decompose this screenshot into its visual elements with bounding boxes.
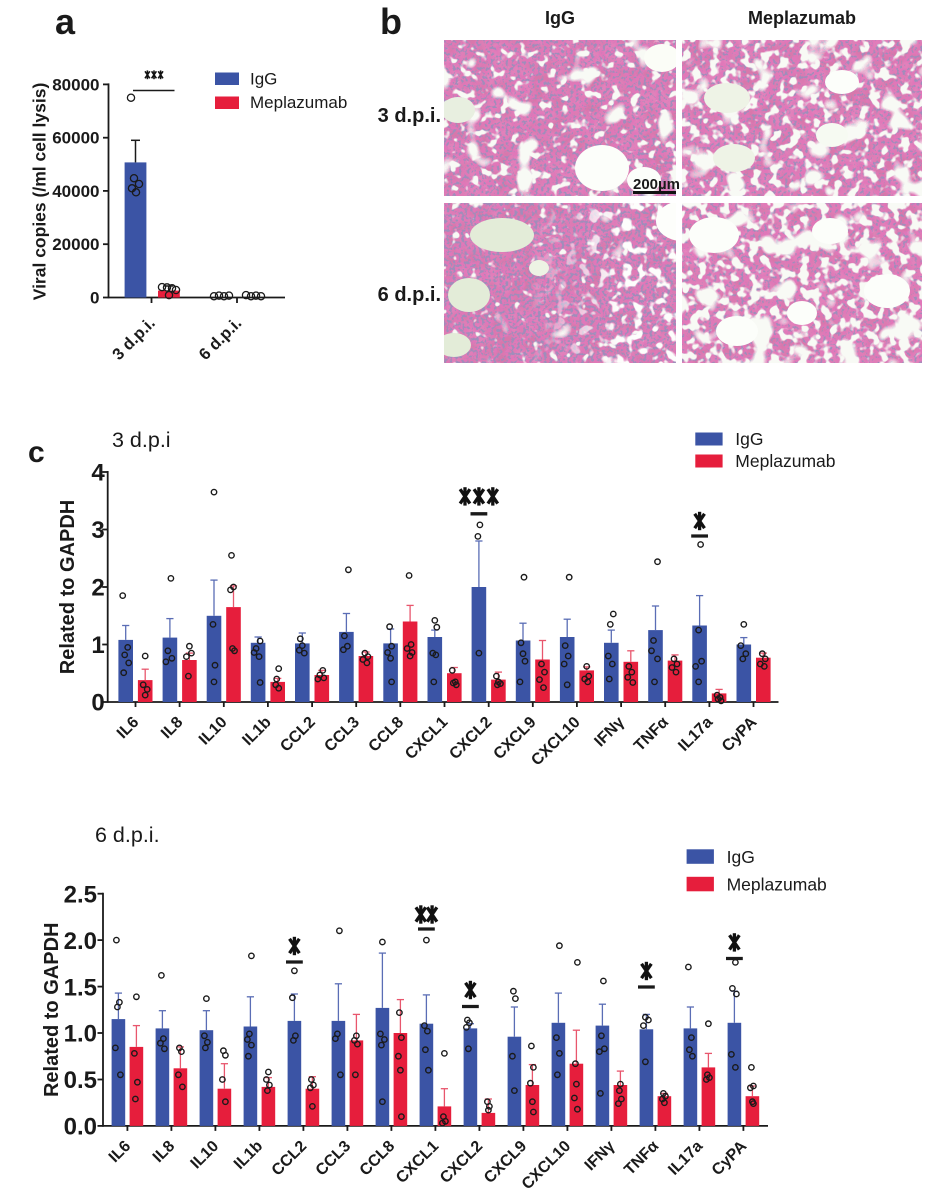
svg-text:6 d.p.i.: 6 d.p.i.	[95, 823, 160, 847]
svg-text:2.5: 2.5	[64, 881, 97, 908]
svg-text:0.5: 0.5	[64, 1067, 97, 1094]
svg-text:Viral copies (/ml cell lysis): Viral copies (/ml cell lysis)	[30, 83, 50, 301]
svg-text:0.0: 0.0	[64, 1114, 97, 1141]
svg-text:Meplazumab: Meplazumab	[735, 451, 835, 471]
svg-text:20000: 20000	[52, 235, 99, 254]
svg-text:3: 3	[91, 517, 104, 544]
svg-text:a: a	[55, 1, 76, 42]
svg-text:Meplazumab: Meplazumab	[250, 93, 347, 112]
svg-text:IgG: IgG	[727, 847, 755, 867]
svg-text:1: 1	[91, 632, 104, 659]
svg-text:4: 4	[91, 460, 105, 487]
svg-text:IgG: IgG	[545, 8, 575, 28]
svg-text:0: 0	[91, 690, 104, 717]
svg-text:1.0: 1.0	[64, 1021, 97, 1048]
svg-text:200µm: 200µm	[633, 176, 680, 193]
svg-text:2.0: 2.0	[64, 928, 97, 955]
svg-text:0: 0	[90, 289, 99, 308]
svg-text:c: c	[28, 436, 45, 469]
svg-text:Meplazumab: Meplazumab	[748, 8, 856, 28]
svg-text:Related to GAPDH: Related to GAPDH	[57, 500, 79, 674]
svg-text:6 d.p.i.: 6 d.p.i.	[378, 284, 441, 306]
svg-text:80000: 80000	[52, 75, 99, 94]
svg-text:IgG: IgG	[250, 70, 277, 89]
svg-text:3 d.p.i: 3 d.p.i	[112, 428, 171, 452]
svg-text:60000: 60000	[52, 129, 99, 148]
svg-text:2: 2	[91, 575, 104, 602]
svg-text:Related to GAPDH: Related to GAPDH	[41, 923, 63, 1097]
svg-text:40000: 40000	[52, 182, 99, 201]
svg-text:3 d.p.i.: 3 d.p.i.	[378, 105, 441, 127]
svg-text:IgG: IgG	[735, 429, 763, 449]
svg-text:1.5: 1.5	[64, 974, 97, 1001]
svg-text:b: b	[380, 1, 402, 42]
svg-text:Meplazumab: Meplazumab	[727, 875, 827, 895]
